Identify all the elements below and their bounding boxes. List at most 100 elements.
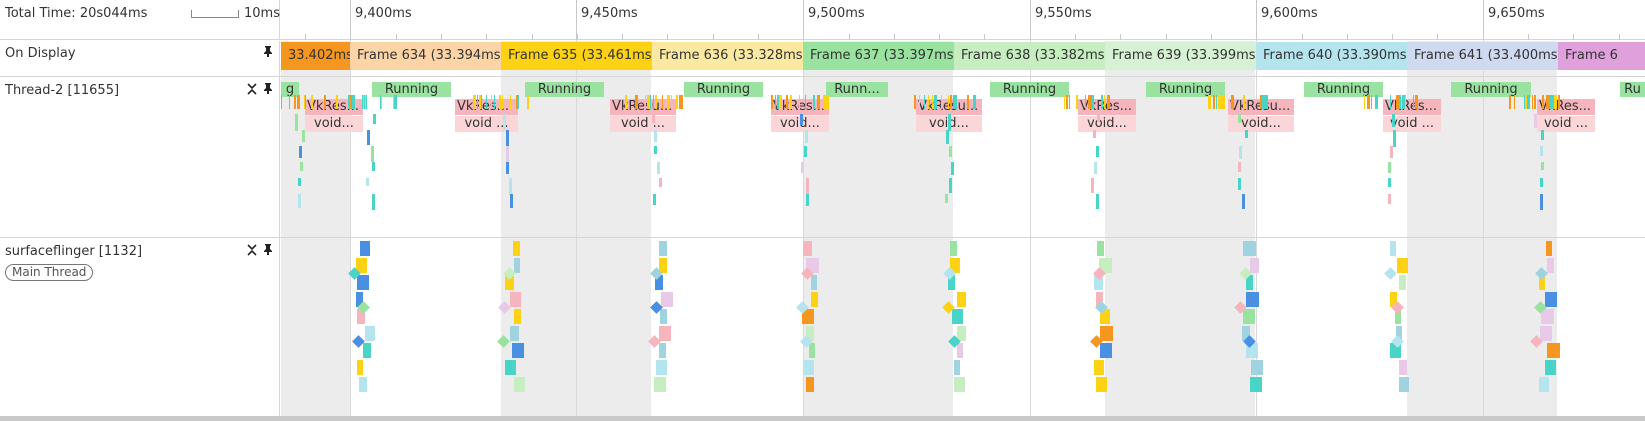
slice-mark — [954, 95, 957, 109]
slice-mark — [1243, 309, 1255, 324]
slice-mark — [934, 95, 937, 109]
frame-box[interactable]: Frame 634 (33.394ms) — [350, 42, 501, 70]
row-separator — [0, 76, 1645, 77]
track-header-thread[interactable]: Thread-2 [11655] — [0, 77, 280, 238]
slice-mark — [676, 95, 678, 109]
slice-void[interactable]: void... — [305, 116, 363, 132]
slice-mark — [281, 95, 282, 109]
thread-state-running[interactable]: Ru — [1620, 82, 1645, 97]
thread-state-running[interactable]: Runn... — [826, 82, 888, 97]
slice-mark — [486, 95, 487, 109]
slice-mark — [517, 95, 519, 109]
slice-mark — [813, 95, 815, 109]
slice-mark — [1390, 241, 1396, 256]
diamond-mark — [497, 335, 510, 348]
gridline — [1483, 40, 1484, 416]
slice-mark — [510, 292, 521, 307]
slice-mark — [1392, 114, 1395, 127]
slice-mark — [655, 275, 663, 290]
slice-mark — [366, 178, 369, 186]
scale-label: 10ms — [244, 6, 280, 21]
frame-box[interactable]: Frame 641 (33.400ms) — [1407, 42, 1558, 70]
frame-box[interactable]: Frame 640 (33.390ms) — [1256, 42, 1407, 70]
slice-mark — [364, 95, 365, 109]
pin-icon[interactable] — [262, 82, 274, 94]
track-header-surfaceflinger[interactable]: surfaceflinger [1132] Main Thread — [0, 238, 280, 416]
slice-mark — [1069, 95, 1070, 109]
slice-void[interactable]: void ... — [1383, 116, 1441, 132]
gridline — [1256, 40, 1257, 416]
slice-mark — [304, 95, 305, 109]
slice-mark — [786, 95, 788, 109]
thread-state-running[interactable]: Running — [684, 82, 763, 97]
slice-mark — [1216, 95, 1217, 109]
slice-mark — [659, 241, 667, 256]
thread-state-running[interactable]: Running — [990, 82, 1069, 97]
slice-mark — [1546, 241, 1552, 256]
diamond-mark — [1384, 267, 1397, 280]
thread-state-running[interactable]: Running — [1146, 82, 1225, 97]
frame-box[interactable]: Frame 637 (33.397ms) — [803, 42, 954, 70]
slice-mark — [1094, 360, 1104, 375]
slice-void[interactable]: void ... — [1537, 116, 1595, 132]
frame-box[interactable]: Frame 635 (33.461ms) — [501, 42, 652, 70]
thread-state-running[interactable]: Running — [1304, 82, 1383, 97]
slice-mark — [365, 95, 367, 109]
slice-mark — [928, 95, 929, 109]
minor-tick — [1120, 34, 1121, 40]
slice-mark — [802, 309, 814, 324]
tick-line — [803, 0, 804, 40]
slice-mark — [1097, 241, 1104, 256]
frame-box[interactable]: Frame 639 (33.399ms) — [1105, 42, 1256, 70]
slice-mark — [957, 292, 966, 307]
minor-tick — [758, 34, 759, 40]
slice-mark — [655, 95, 657, 109]
track-header-on-display[interactable]: On Display — [0, 41, 280, 77]
collapse-icon[interactable] — [246, 244, 258, 256]
slice-mark — [336, 95, 338, 109]
slice-mark — [1551, 95, 1554, 109]
thread-state-running[interactable]: Running — [1451, 82, 1531, 97]
slice-mark — [948, 275, 955, 290]
slice-mark — [506, 162, 509, 174]
minor-tick — [1619, 34, 1620, 40]
thread-state-running[interactable]: Running — [525, 82, 604, 97]
pin-icon[interactable] — [262, 243, 274, 255]
slice-void[interactable]: void ... — [455, 116, 518, 132]
main-thread-chip[interactable]: Main Thread — [5, 264, 94, 281]
slice-mark — [512, 343, 524, 358]
slice-vkres[interactable]: VkResu... — [610, 99, 676, 115]
slice-mark — [299, 146, 302, 158]
horizontal-scrollbar[interactable] — [0, 416, 1645, 421]
slice-mark — [671, 95, 672, 109]
thread-state-running[interactable]: Running — [372, 82, 451, 97]
slice-mark — [1399, 360, 1407, 375]
slice-mark — [1390, 95, 1391, 109]
slice-mark — [806, 194, 809, 206]
slice-mark — [380, 95, 382, 109]
frame-box[interactable]: 33.402ms) — [281, 42, 350, 70]
minor-tick — [305, 34, 306, 40]
slice-mark — [1243, 95, 1245, 109]
minor-tick — [1483, 34, 1484, 40]
slice-void[interactable]: void... — [1228, 116, 1294, 132]
slice-mark — [1091, 178, 1094, 193]
frame-box[interactable]: Frame 638 (33.382ms) — [954, 42, 1105, 70]
slice-mark — [1218, 95, 1221, 109]
slice-mark — [681, 95, 683, 109]
slice-mark — [805, 95, 806, 109]
minor-tick — [1030, 34, 1031, 40]
tick-line — [576, 0, 577, 40]
slice-mark — [311, 95, 313, 109]
frame-box[interactable]: Frame 636 (33.328ms) — [652, 42, 803, 70]
slice-mark — [1541, 309, 1554, 324]
slice-mark — [957, 326, 966, 341]
thread-state-running[interactable]: g — [281, 82, 299, 97]
slice-mark — [679, 95, 681, 109]
slice-mark — [806, 377, 814, 392]
track-label: On Display — [5, 46, 76, 61]
slice-mark — [1092, 95, 1094, 109]
collapse-icon[interactable] — [246, 83, 258, 95]
pin-icon[interactable] — [262, 45, 274, 57]
frame-box[interactable]: Frame 6 — [1558, 42, 1645, 70]
